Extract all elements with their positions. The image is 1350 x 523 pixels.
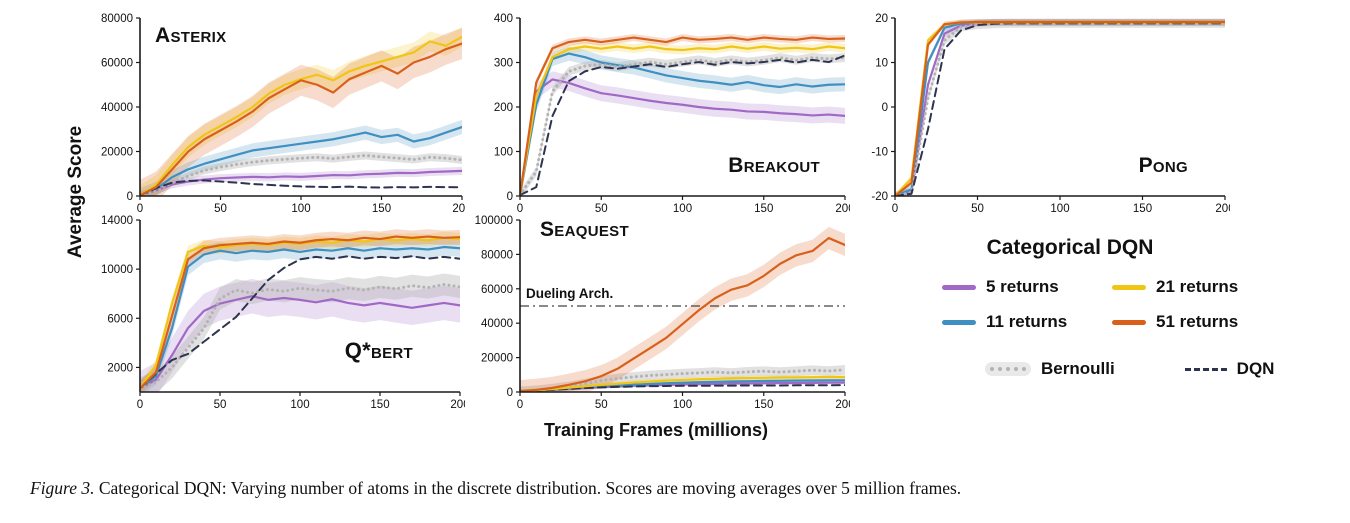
chart-title-asterix: Asterix [155, 24, 227, 47]
legend-extra-row: Bernoulli DQN [985, 359, 1330, 379]
svg-text:150: 150 [754, 399, 773, 411]
svg-text:20: 20 [875, 13, 888, 25]
svg-text:20000: 20000 [481, 353, 513, 365]
svg-text:100: 100 [1050, 203, 1069, 215]
chart-title-qbert: Q*bert [344, 338, 413, 363]
legend-swatch-11-returns [942, 319, 976, 325]
svg-text:200: 200 [1215, 203, 1230, 215]
seaquest-plot-area: Dueling Arch. 0 50 100 150 200 0 20000 40000 6000… [462, 212, 855, 416]
svg-text:0: 0 [882, 102, 888, 114]
svg-text:100: 100 [494, 147, 513, 159]
svg-text:60000: 60000 [481, 284, 513, 296]
legend-item-5-returns: 5 returns [942, 277, 1112, 297]
pong-plot-area: 0 50 100 150 200 -20 -10 0 10 20 [845, 8, 1234, 220]
bernoulli-swatch [985, 362, 1031, 376]
svg-text:0: 0 [507, 191, 513, 203]
svg-text:0: 0 [137, 399, 143, 411]
svg-text:50: 50 [971, 203, 984, 215]
svg-text:-20: -20 [871, 191, 888, 203]
svg-text:100: 100 [291, 203, 310, 215]
legend-item-11-returns: 11 returns [942, 312, 1112, 332]
svg-text:40000: 40000 [101, 102, 133, 114]
svg-text:100: 100 [290, 399, 309, 411]
svg-text:0: 0 [137, 203, 143, 215]
svg-text:0: 0 [127, 191, 133, 203]
svg-text:6000: 6000 [107, 313, 133, 325]
legend-label-dqn: DQN [1236, 359, 1275, 378]
legend-swatch-21-returns [1112, 284, 1146, 290]
chart-title-pong: Pong [1138, 154, 1188, 177]
svg-text:40000: 40000 [481, 318, 513, 330]
figure-caption: Figure 3. Categorical DQN: Varying numbe… [30, 478, 1330, 499]
svg-text:150: 150 [1133, 203, 1152, 215]
chart-title-seaquest: Seaquest [540, 218, 629, 241]
svg-text:0: 0 [892, 203, 898, 215]
seaquest-panel: Dueling Arch. 0 50 100 150 200 0 20000 40000 6000… [462, 212, 855, 416]
legend-grid: 5 returns 21 returns 11 returns 51 retur… [942, 277, 1330, 332]
svg-text:400: 400 [494, 13, 513, 25]
asterix-panel: 050100150200020000400006000080000 Asteri… [60, 8, 472, 220]
legend-label-21-returns: 21 returns [1156, 277, 1239, 296]
legend: Categorical DQN 5 returns 21 returns 11 … [880, 236, 1330, 379]
legend-item-dqn: DQN [1184, 359, 1275, 379]
svg-text:50: 50 [214, 399, 227, 411]
svg-text:80000: 80000 [481, 249, 513, 261]
breakout-plot-area: 0 50 100 150 200 0 100 200 300 400 [468, 8, 855, 220]
legend-swatch-51-returns [1112, 319, 1146, 325]
svg-text:80000: 80000 [101, 13, 133, 25]
legend-item-21-returns: 21 returns [1112, 277, 1312, 297]
svg-text:50: 50 [214, 203, 227, 215]
svg-text:150: 150 [372, 203, 391, 215]
svg-text:200: 200 [835, 399, 850, 411]
svg-text:200: 200 [835, 203, 850, 215]
svg-text:0: 0 [517, 399, 523, 411]
svg-text:10000: 10000 [101, 264, 133, 276]
svg-text:60000: 60000 [101, 58, 133, 70]
svg-text:50: 50 [595, 399, 608, 411]
svg-text:14000: 14000 [101, 215, 133, 227]
legend-label-11-returns: 11 returns [986, 312, 1068, 331]
svg-text:150: 150 [754, 203, 773, 215]
chart-title-breakout: Breakout [728, 154, 820, 177]
figure-caption-label: Figure 3. [30, 478, 95, 498]
svg-text:Dueling Arch.: Dueling Arch. [526, 286, 613, 301]
asterix-plot-area: 050100150200020000400006000080000 [60, 8, 472, 220]
legend-swatch-5-returns [942, 284, 976, 290]
legend-label-5-returns: 5 returns [986, 277, 1059, 296]
legend-item-bernoulli: Bernoulli [985, 359, 1115, 379]
figure-caption-text: Categorical DQN: Varying number of atoms… [98, 478, 962, 498]
svg-text:100000: 100000 [475, 215, 513, 227]
qbert-panel: 0 50 100 150 200 2000 6000 10000 14000 Q*bert [60, 212, 470, 416]
legend-label-bernoulli: Bernoulli [1041, 359, 1115, 378]
svg-text:10: 10 [875, 58, 888, 70]
svg-text:200: 200 [494, 102, 513, 114]
svg-text:0: 0 [507, 387, 513, 399]
dqn-dashed-line [1184, 367, 1227, 371]
bernoulli-dotted-line [990, 367, 1026, 371]
breakout-panel: 0 50 100 150 200 0 100 200 300 400 Breakout [468, 8, 855, 220]
svg-text:100: 100 [673, 399, 692, 411]
legend-title: Categorical DQN [986, 236, 1154, 259]
legend-label-51-returns: 51 returns [1156, 312, 1239, 331]
svg-text:200: 200 [450, 399, 465, 411]
svg-text:2000: 2000 [107, 362, 133, 374]
svg-text:20000: 20000 [101, 147, 133, 159]
pong-panel: 0 50 100 150 200 -20 -10 0 10 20 Pong [845, 8, 1234, 220]
legend-item-51-returns: 51 returns [1112, 312, 1312, 332]
svg-text:300: 300 [494, 58, 513, 70]
svg-text:50: 50 [595, 203, 608, 215]
shared-x-axis-label: Training Frames (millions) [543, 420, 769, 440]
svg-text:0: 0 [517, 203, 523, 215]
svg-text:100: 100 [673, 203, 692, 215]
qbert-plot-area: 0 50 100 150 200 2000 6000 10000 14000 [60, 212, 470, 416]
svg-text:150: 150 [370, 399, 389, 411]
svg-text:-10: -10 [871, 147, 888, 159]
